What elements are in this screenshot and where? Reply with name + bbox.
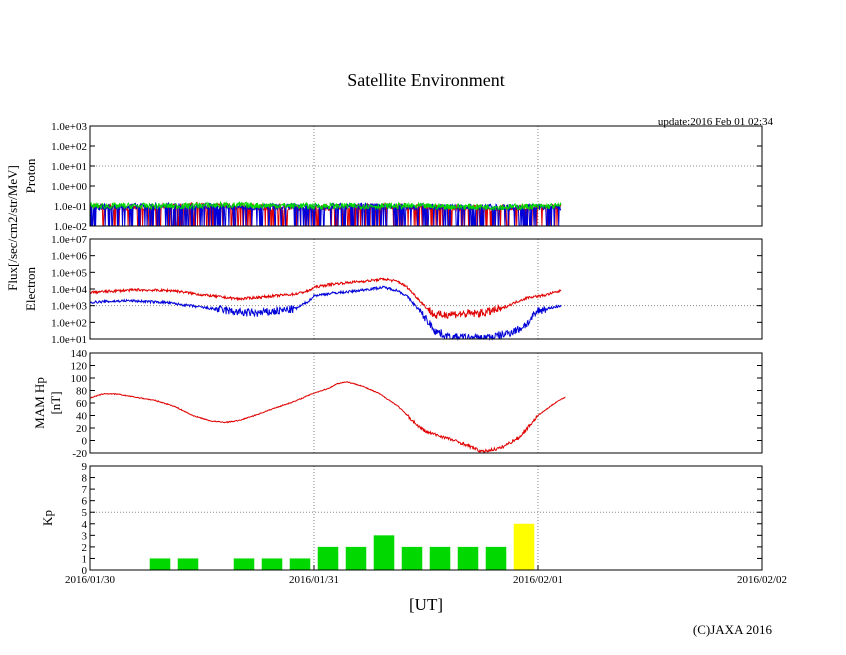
electron-red-series — [89, 277, 562, 319]
hp-red-series — [89, 381, 566, 454]
y-tick-label: 5 — [82, 507, 88, 519]
kp-bar — [149, 558, 171, 570]
kp-bar — [513, 523, 535, 570]
y-tick-label: 3 — [82, 530, 88, 542]
y-axis-unit-label: [nT] — [48, 391, 63, 414]
y-axis-label: Electron — [23, 266, 38, 311]
kp-bar — [485, 546, 507, 570]
y-tick-label: 1.0e+07 — [51, 234, 87, 246]
y-tick-label: 1.0e+03 — [51, 121, 87, 133]
y-tick-label: 60 — [76, 398, 88, 410]
kp-bar — [373, 535, 395, 570]
y-tick-label: 0 — [82, 565, 88, 577]
kp-bar — [233, 558, 255, 570]
y-tick-label: 1.0e+02 — [51, 317, 87, 329]
y-axis-label: MAM Hp — [32, 377, 47, 429]
y-tick-label: 1.0e-01 — [54, 201, 87, 213]
flux-axis-label: Flux[/sec/cm2/str/MeV] — [5, 165, 20, 291]
panel-frame — [89, 465, 763, 571]
x-tick-label: 2016/02/02 — [737, 574, 787, 586]
proton-green-series — [89, 200, 562, 212]
chart-panels: 1.0e-021.0e-011.0e+001.0e+011.0e+021.0e+… — [23, 121, 763, 577]
y-tick-label: 1.0e+04 — [51, 284, 87, 296]
panel-proton: 1.0e-02 1.0e-01 1.0e+00 1.0e+01 1.0e+02 1.0e+… — [23, 121, 763, 233]
kp-bar — [429, 546, 451, 570]
y-tick-label: 9 — [82, 461, 88, 473]
y-tick-label: 1.0e+00 — [51, 181, 87, 193]
panel-frame — [89, 238, 763, 340]
chart-title: Satellite Environment — [347, 70, 504, 90]
kp-bar — [401, 546, 423, 570]
kp-bar — [261, 558, 283, 570]
y-tick-label: 6 — [82, 496, 88, 508]
y-tick-label: 1.0e-02 — [54, 221, 87, 233]
y-axis-label: Proton — [23, 158, 38, 193]
x-axis-ticks: 2016/01/30 2016/01/31 2016/02/01 2016/02/02 — [65, 565, 787, 586]
y-tick-label: 2 — [82, 542, 88, 554]
y-tick-label: 80 — [76, 386, 88, 398]
y-tick-label: 100 — [71, 373, 88, 385]
y-tick-label: 7 — [82, 484, 88, 496]
x-tick-label: 2016/01/30 — [65, 574, 116, 586]
y-tick-label: 40 — [76, 411, 88, 423]
panel-frame — [89, 352, 763, 454]
y-axis-label: Kp — [40, 510, 55, 526]
y-tick-label: 1.0e+01 — [51, 161, 87, 173]
update-timestamp: update:2016 Feb 01 02:34 — [658, 116, 774, 128]
y-tick-label: 20 — [76, 423, 88, 435]
x-axis-label: [UT] — [409, 595, 443, 614]
y-tick-label: 120 — [71, 361, 88, 373]
y-tick-label: 1 — [82, 553, 88, 565]
x-tick-label: 2016/02/01 — [513, 574, 563, 586]
y-tick-label: -20 — [72, 448, 87, 460]
y-tick-label: 8 — [82, 473, 88, 485]
panel-frame — [89, 125, 763, 227]
panel-electron: 1.0e+01 1.0e+02 1.0e+03 1.0e+04 1.0e+05 1.0e+… — [23, 234, 763, 346]
kp-bar — [289, 558, 311, 570]
y-tick-label: 1.0e+01 — [51, 334, 87, 346]
kp-bar — [177, 558, 199, 570]
kp-bar — [317, 546, 339, 570]
y-tick-label: 0 — [82, 436, 88, 448]
y-tick-label: 1.0e+02 — [51, 141, 87, 153]
copyright-label: (C)JAXA 2016 — [693, 622, 773, 637]
y-tick-label: 4 — [82, 519, 88, 531]
y-tick-label: 140 — [71, 348, 88, 360]
x-tick-label: 2016/01/31 — [289, 574, 339, 586]
y-tick-label: 1.0e+03 — [51, 301, 87, 313]
kp-bar — [457, 546, 479, 570]
y-tick-label: 1.0e+06 — [51, 251, 87, 263]
y-tick-label: 1.0e+05 — [51, 267, 87, 279]
kp-bar — [345, 546, 367, 570]
